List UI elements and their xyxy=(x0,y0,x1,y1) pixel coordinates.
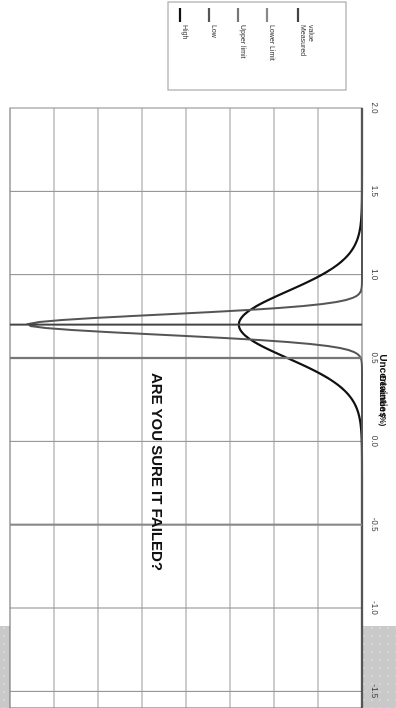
tick-label: -1.5 xyxy=(370,684,379,698)
x-axis-title: Deviation (%) xyxy=(378,376,387,427)
legend-upper-limit-label: Upper limit xyxy=(239,25,246,59)
legend-lower-limit-label: Lower Limit xyxy=(268,25,275,61)
tick-label: 0.0 xyxy=(370,436,379,448)
tick-label: 2.0 xyxy=(370,102,379,114)
legend-high-label: High xyxy=(181,25,188,40)
tick-label: -1.0 xyxy=(370,601,379,615)
tick-label: 1.5 xyxy=(370,186,379,198)
tick-label: 1.0 xyxy=(370,269,379,281)
legend-low-label: Low xyxy=(210,25,217,39)
chart-title: Uncertainties xyxy=(377,354,388,418)
legend-measured-value-label: Measured xyxy=(299,25,306,56)
tick-label: 0.5 xyxy=(370,352,379,364)
series-low xyxy=(26,108,363,708)
legend-measured-value-label: value xyxy=(307,25,314,42)
tick-label: -0.5 xyxy=(370,518,379,532)
annotation-text: ARE YOU SURE IT FAILED? xyxy=(148,373,165,571)
legend-box xyxy=(167,1,347,91)
